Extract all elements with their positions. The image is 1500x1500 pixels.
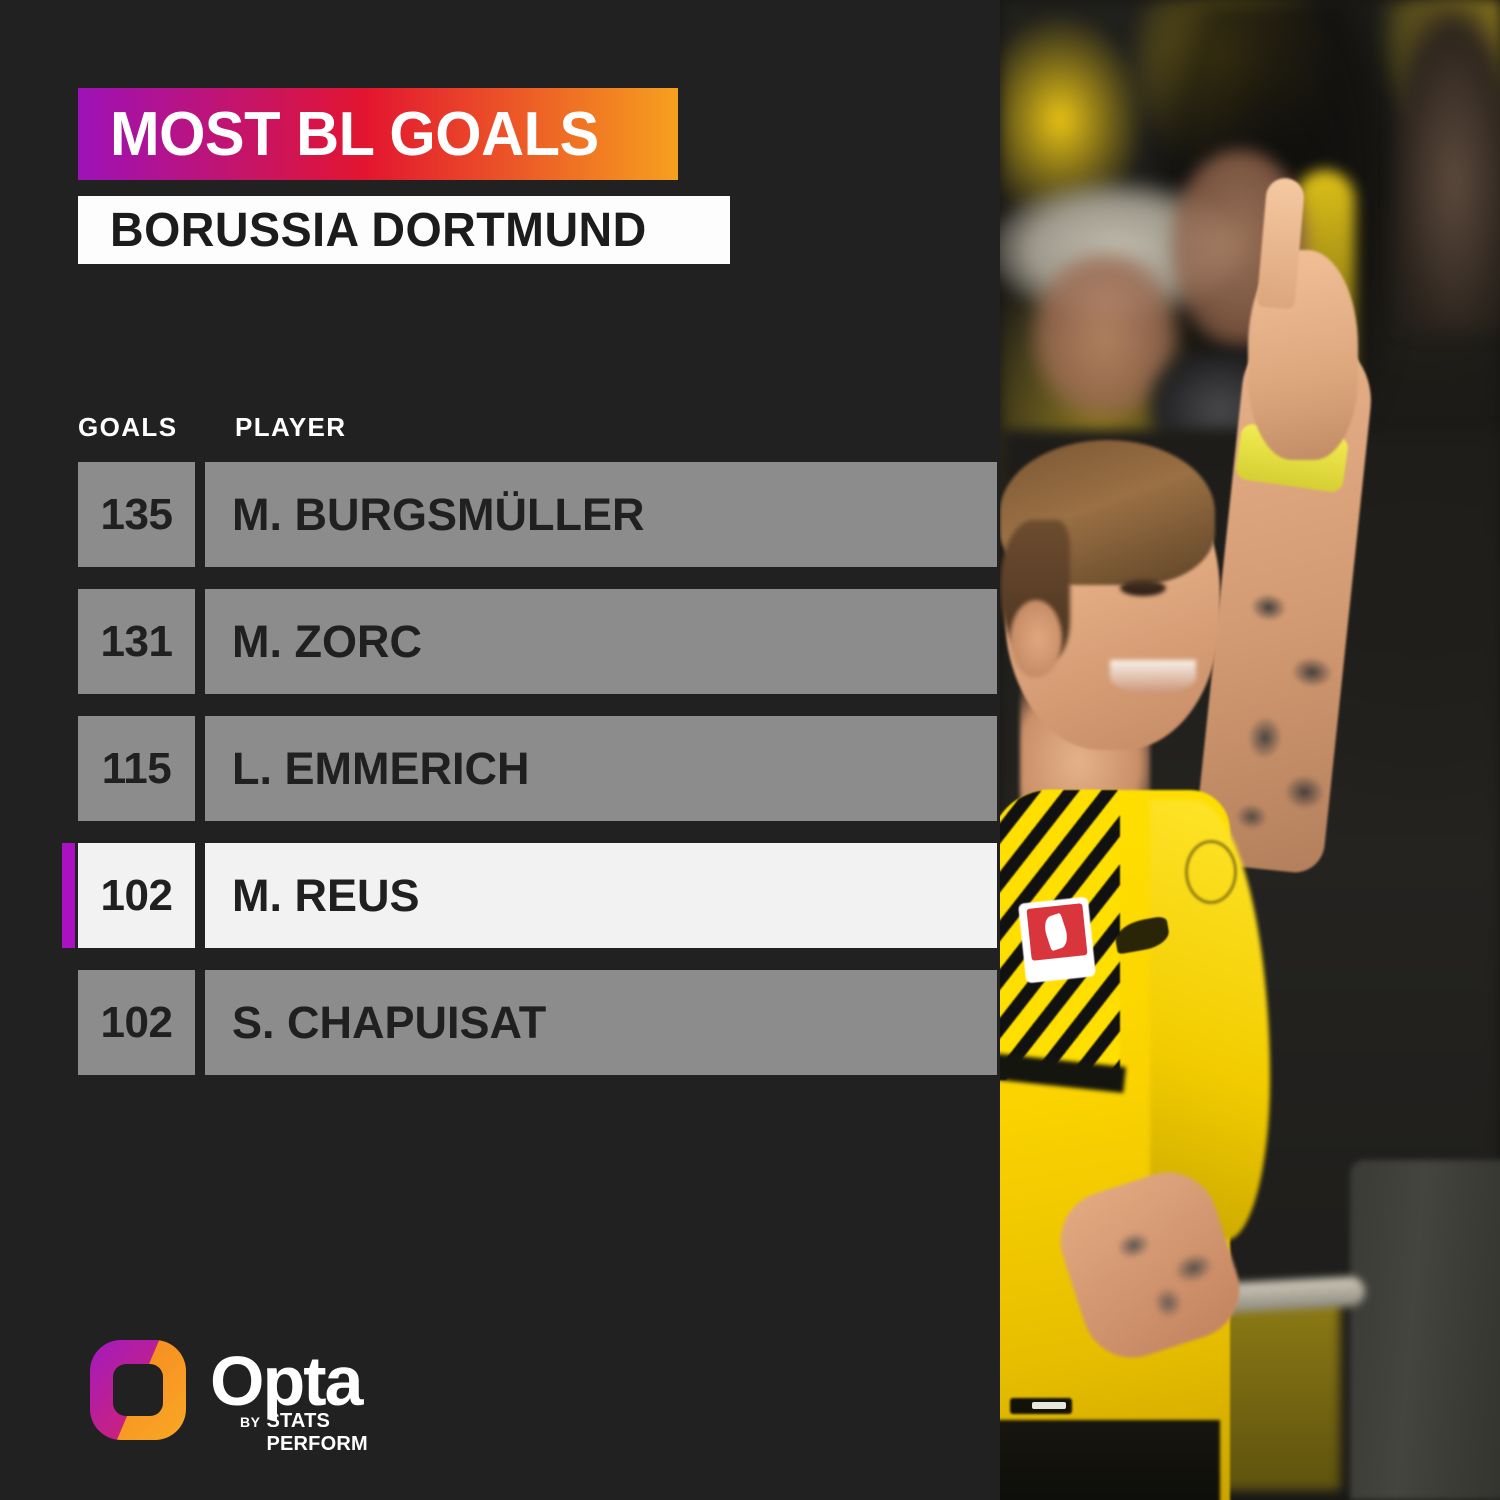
row-goals-value: 115 [101,743,172,793]
player-smile [1110,660,1196,694]
row-goals-value: 102 [100,997,173,1047]
row-player-name: M. REUS [232,869,420,921]
row-player-cell: L. EMMERICH [205,716,997,821]
row-player-name: L. EMMERICH [232,742,530,794]
opta-provider-label: STATS PERFORM [266,1410,368,1455]
row-goals-cell: 115 [78,716,195,821]
column-header-player: PLAYER [235,412,347,442]
row-goals-value: 102 [100,870,173,920]
page-title: MOST BL GOALS [110,99,599,169]
player-eye [1120,580,1166,596]
row-goals-cell: 102 [78,970,195,1075]
table-row: 102 S. CHAPUISAT [62,970,997,1075]
row-goals-cell: 102 [78,843,195,948]
row-player-name: M. BURGSMÜLLER [232,488,645,540]
player-shorts [1000,1420,1220,1500]
opta-by-label: BY [240,1414,261,1430]
player-photo [1000,0,1500,1500]
row-accent-bar [62,843,75,948]
table-row: 135 M. BURGSMÜLLER [62,462,997,567]
page-subtitle: BORUSSIA DORTMUND [110,203,647,257]
opta-wordmark: Opta [210,1342,363,1420]
row-goals-cell: 131 [78,589,195,694]
row-player-cell: M. REUS [205,843,997,948]
row-goals-value: 135 [100,489,173,539]
column-header-goals: GOALS [78,412,178,442]
row-player-cell: M. BURGSMÜLLER [205,462,997,567]
leaderboard-table: 135 M. BURGSMÜLLER 131 M. ZORC 115 L. EMMERIC… [62,462,997,1097]
row-player-name: S. CHAPUISAT [232,996,547,1048]
opta-logo: Opta BY STATS PERFORM [88,1338,408,1455]
stadium-seat-block [1350,1160,1500,1500]
puma-hem-tag-line [1032,1402,1066,1409]
opta-mark-icon [88,1338,188,1442]
table-row: 115 L. EMMERICH [62,716,997,821]
row-player-cell: S. CHAPUISAT [205,970,997,1075]
row-goals-cell: 135 [78,462,195,567]
table-column-headers: GOALS PLAYER [78,412,778,446]
row-player-cell: M. ZORC [205,589,997,694]
subtitle-banner: BORUSSIA DORTMUND [78,196,730,264]
bvb-crest-icon [1185,840,1237,904]
row-player-name: M. ZORC [232,615,422,667]
title-banner: MOST BL GOALS [78,88,678,180]
table-row: 131 M. ZORC [62,589,997,694]
row-goals-value: 131 [100,616,173,666]
crowd-person-right [1400,0,1500,330]
player-ear [1010,600,1062,678]
table-row: 102 M. REUS [62,843,997,948]
opta-byline: BY STATS PERFORM [240,1410,408,1456]
